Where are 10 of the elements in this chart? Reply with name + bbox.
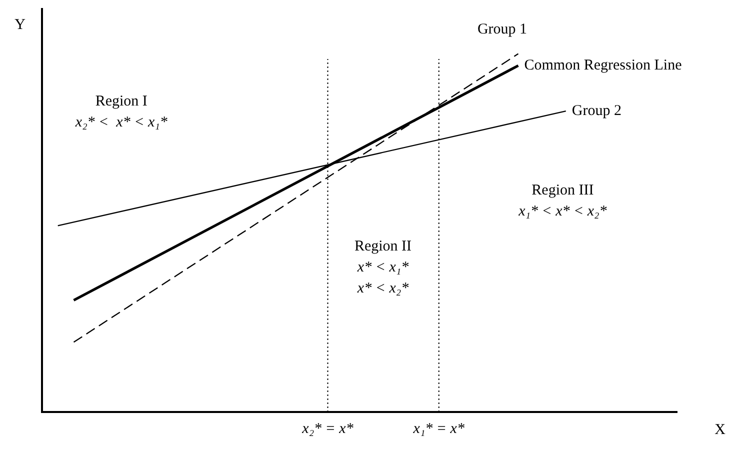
annotation: Region II x* < x₁* x* < x₂*	[354, 238, 412, 297]
x-tick-label: x₂* = x*	[301, 420, 354, 437]
x-tick-label: x₁* = x*	[412, 420, 465, 437]
x-axis-title: X	[714, 422, 726, 438]
series-label: Group 1	[477, 22, 528, 38]
series-label: Group 2	[572, 103, 622, 120]
annotation: Region III x₁* < x* < x₂*	[518, 182, 608, 220]
annotation: Region I x₂* < x* < x₁*	[74, 94, 168, 131]
series-label: Common Regression Line	[524, 58, 682, 74]
y-axis-title: Y	[14, 16, 26, 33]
